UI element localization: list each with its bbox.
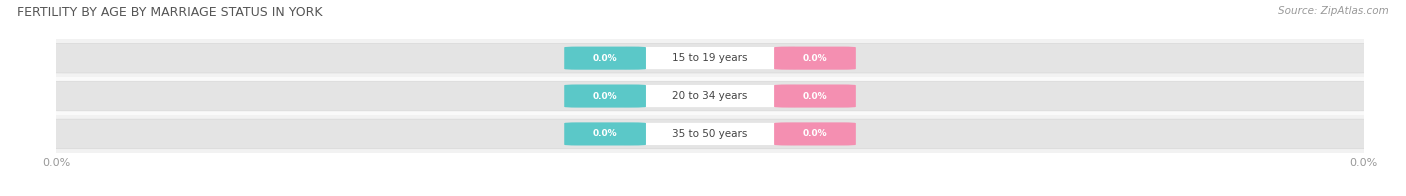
Bar bbox=[56, 77, 1364, 115]
FancyBboxPatch shape bbox=[564, 84, 645, 108]
FancyBboxPatch shape bbox=[775, 47, 856, 70]
FancyBboxPatch shape bbox=[44, 81, 1376, 111]
FancyBboxPatch shape bbox=[626, 122, 794, 145]
Text: 0.0%: 0.0% bbox=[803, 92, 827, 101]
Text: 0.0%: 0.0% bbox=[593, 129, 617, 138]
Text: 0.0%: 0.0% bbox=[593, 92, 617, 101]
FancyBboxPatch shape bbox=[44, 43, 1376, 73]
FancyBboxPatch shape bbox=[626, 84, 794, 108]
FancyBboxPatch shape bbox=[564, 122, 645, 145]
Text: 35 to 50 years: 35 to 50 years bbox=[672, 129, 748, 139]
Text: 0.0%: 0.0% bbox=[803, 129, 827, 138]
FancyBboxPatch shape bbox=[626, 47, 794, 70]
Text: 0.0%: 0.0% bbox=[803, 54, 827, 63]
FancyBboxPatch shape bbox=[775, 84, 856, 108]
Bar bbox=[56, 115, 1364, 153]
FancyBboxPatch shape bbox=[775, 122, 856, 145]
Text: 20 to 34 years: 20 to 34 years bbox=[672, 91, 748, 101]
Text: FERTILITY BY AGE BY MARRIAGE STATUS IN YORK: FERTILITY BY AGE BY MARRIAGE STATUS IN Y… bbox=[17, 6, 322, 19]
Text: Source: ZipAtlas.com: Source: ZipAtlas.com bbox=[1278, 6, 1389, 16]
Bar bbox=[56, 39, 1364, 77]
FancyBboxPatch shape bbox=[564, 47, 645, 70]
Text: 15 to 19 years: 15 to 19 years bbox=[672, 53, 748, 63]
FancyBboxPatch shape bbox=[44, 119, 1376, 149]
Text: 0.0%: 0.0% bbox=[593, 54, 617, 63]
